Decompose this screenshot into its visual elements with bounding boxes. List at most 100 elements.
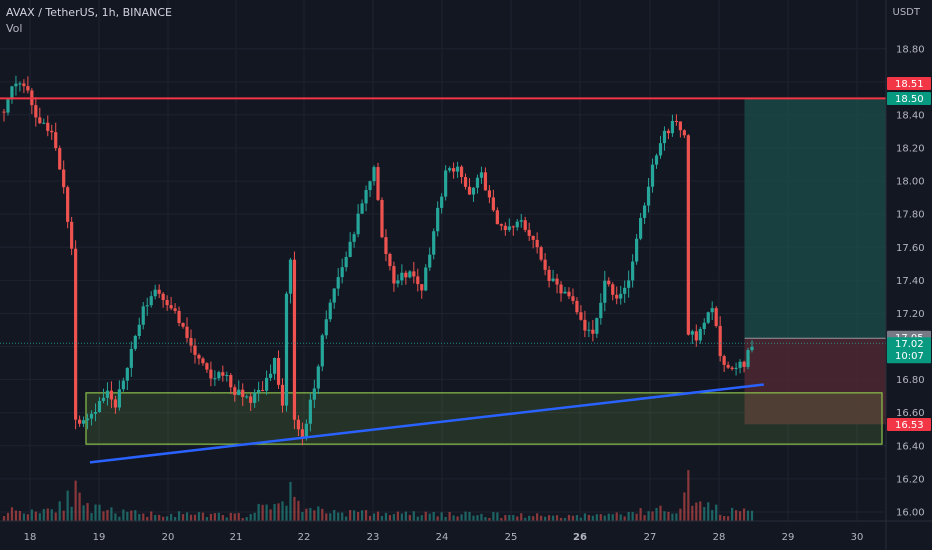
- candle-body: [121, 380, 125, 390]
- volume-bar: [98, 504, 101, 521]
- candle-body: [161, 293, 165, 300]
- candle-body: [42, 122, 46, 124]
- volume-bar: [707, 502, 710, 521]
- volume-bar: [265, 504, 268, 521]
- volume-bar: [583, 513, 586, 521]
- volume-bar: [627, 511, 630, 521]
- volume-bar: [746, 510, 750, 521]
- volume-bar: [420, 515, 423, 521]
- candle-body: [197, 354, 201, 359]
- volume-bar: [297, 500, 300, 521]
- volume-bar: [134, 510, 137, 521]
- volume-bar: [528, 515, 531, 521]
- candle-body: [674, 120, 679, 122]
- y-tick-label: 17.20: [896, 309, 925, 320]
- volume-bar: [412, 511, 415, 521]
- candle-body: [527, 229, 531, 236]
- candle-body: [654, 155, 659, 165]
- candle-body: [316, 366, 320, 389]
- candle-body: [726, 364, 730, 368]
- volume-bar: [532, 516, 535, 521]
- candle-body: [686, 135, 690, 335]
- volume-bar: [189, 514, 193, 521]
- resistance-price-tag: 18.51: [887, 77, 931, 90]
- volume-bar: [142, 513, 145, 521]
- candle-body: [173, 308, 177, 311]
- candle-body: [38, 117, 42, 124]
- y-tick-label: 18.00: [896, 177, 925, 188]
- volume-bar: [185, 512, 189, 521]
- candle-body: [284, 293, 289, 406]
- candle-body: [722, 356, 726, 365]
- candle-body: [46, 122, 50, 131]
- volume-bar: [22, 513, 25, 521]
- y-tick-label: 16.40: [896, 441, 925, 452]
- volume-bar: [277, 503, 280, 521]
- stop-loss-zone: [744, 338, 886, 425]
- volume-bar: [321, 508, 324, 521]
- stop-price-tag-text: 16.53: [895, 420, 924, 431]
- candle-body: [97, 400, 102, 413]
- candle-body: [137, 324, 141, 336]
- candle-body: [241, 389, 245, 397]
- candle-body: [670, 120, 675, 134]
- candle-body: [444, 170, 448, 197]
- volume-bar: [496, 512, 499, 521]
- candle-body: [662, 130, 667, 144]
- candle-body: [455, 166, 460, 172]
- candle-body: [428, 254, 432, 268]
- volume-bar: [750, 510, 754, 521]
- candle-body: [730, 367, 734, 369]
- volume-bar: [488, 517, 491, 521]
- volume-bar: [221, 515, 224, 521]
- volume-bars: [2, 470, 754, 521]
- candle-body: [714, 308, 718, 326]
- candle-body: [694, 331, 698, 341]
- volume-bar: [173, 517, 177, 521]
- volume-bar: [74, 480, 77, 521]
- candle-body: [467, 186, 472, 195]
- volume-bar: [440, 512, 443, 521]
- candle-body: [742, 361, 746, 367]
- candle-body: [304, 423, 308, 439]
- candle-body: [364, 190, 368, 204]
- candle-body: [129, 348, 133, 368]
- volume-bar: [424, 511, 427, 521]
- trendline[interactable]: [89, 383, 764, 464]
- candle-body: [157, 289, 161, 294]
- volume-bar: [428, 513, 431, 521]
- y-tick-label: 17.60: [896, 243, 925, 254]
- candle-body: [332, 288, 336, 303]
- volume-bar: [587, 514, 590, 521]
- volume-bar: [106, 509, 109, 521]
- candle-body: [627, 280, 631, 288]
- candle-body: [682, 130, 686, 136]
- volume-bar: [460, 514, 463, 521]
- x-tick-label: 27: [644, 532, 657, 543]
- volume-bar: [289, 481, 292, 521]
- candle-body: [352, 234, 356, 242]
- volume-bar: [249, 514, 252, 521]
- drawing-overlays[interactable]: [0, 97, 886, 464]
- volume-bar: [643, 515, 646, 521]
- volume-bar: [166, 516, 169, 521]
- volume-bar: [6, 512, 10, 521]
- volume-indicator-label[interactable]: Vol: [6, 22, 23, 35]
- volume-bar: [480, 513, 483, 521]
- volume-bar: [360, 510, 364, 521]
- symbol-title[interactable]: AVAX / TetherUS, 1h, BINANCE: [6, 6, 172, 19]
- candle-body: [324, 319, 328, 336]
- volume-bar: [285, 505, 288, 521]
- stop-price-tag-bg: [887, 418, 931, 431]
- candle-body: [10, 86, 14, 100]
- candle-body: [718, 325, 722, 357]
- candle-body: [2, 111, 6, 113]
- candle-body: [296, 419, 301, 430]
- candle-body: [571, 296, 575, 301]
- volume-bar: [384, 512, 388, 521]
- candle-body: [734, 367, 738, 369]
- volume-bar: [78, 492, 81, 521]
- volume-bar: [444, 516, 447, 521]
- candle-body: [280, 384, 285, 406]
